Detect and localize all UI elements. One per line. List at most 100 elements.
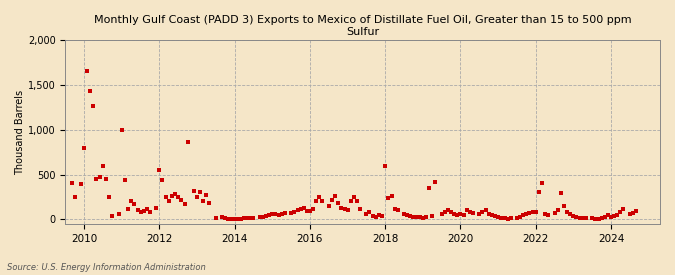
Point: [430, 180, 441, 184]
Point: [333, 201, 344, 205]
Point: [424, 186, 435, 190]
Point: [264, 213, 275, 217]
Point: [377, 213, 387, 218]
Point: [107, 213, 117, 218]
Point: [166, 194, 177, 198]
Point: [618, 206, 629, 211]
Point: [144, 210, 155, 214]
Point: [289, 210, 300, 214]
Point: [354, 206, 365, 211]
Point: [201, 193, 212, 197]
Point: [339, 207, 350, 212]
Point: [580, 216, 591, 220]
Point: [157, 178, 168, 182]
Point: [239, 216, 250, 221]
Point: [326, 197, 337, 202]
Point: [373, 213, 384, 217]
Point: [211, 216, 221, 220]
Point: [364, 210, 375, 214]
Point: [182, 140, 193, 144]
Point: [411, 215, 422, 219]
Point: [230, 217, 240, 221]
Point: [342, 208, 353, 213]
Point: [352, 199, 362, 204]
Point: [483, 212, 494, 216]
Point: [361, 212, 372, 216]
Point: [512, 216, 522, 220]
Point: [97, 163, 108, 168]
Point: [527, 210, 538, 214]
Point: [505, 216, 516, 221]
Point: [95, 175, 105, 179]
Point: [568, 213, 579, 218]
Point: [176, 197, 186, 202]
Point: [631, 209, 642, 213]
Point: [276, 212, 287, 216]
Point: [477, 210, 488, 214]
Point: [226, 216, 237, 221]
Point: [286, 210, 296, 215]
Point: [421, 214, 431, 219]
Point: [173, 195, 184, 199]
Point: [179, 202, 190, 206]
Point: [487, 213, 497, 217]
Point: [549, 211, 560, 215]
Point: [615, 210, 626, 214]
Point: [204, 200, 215, 205]
Point: [330, 194, 341, 198]
Point: [552, 208, 563, 213]
Point: [540, 212, 551, 216]
Point: [101, 177, 111, 181]
Point: [220, 216, 231, 221]
Point: [261, 213, 271, 218]
Point: [91, 176, 102, 181]
Point: [232, 217, 243, 221]
Point: [104, 195, 115, 199]
Point: [85, 89, 96, 94]
Point: [405, 213, 416, 218]
Point: [537, 181, 547, 186]
Point: [170, 192, 181, 196]
Point: [154, 168, 165, 172]
Point: [392, 208, 403, 213]
Point: [481, 208, 491, 213]
Point: [452, 213, 463, 217]
Point: [609, 213, 620, 218]
Point: [436, 212, 447, 216]
Point: [161, 195, 171, 199]
Point: [126, 199, 136, 204]
Point: [402, 213, 412, 217]
Point: [443, 208, 454, 213]
Point: [119, 178, 130, 182]
Point: [254, 215, 265, 219]
Point: [82, 68, 92, 73]
Point: [135, 210, 146, 214]
Point: [596, 216, 607, 220]
Point: [593, 216, 604, 221]
Point: [371, 214, 381, 219]
Point: [427, 213, 437, 218]
Point: [559, 204, 570, 208]
Point: [267, 212, 277, 216]
Point: [367, 213, 378, 218]
Point: [295, 206, 306, 211]
Point: [599, 214, 610, 219]
Point: [543, 213, 554, 217]
Point: [414, 214, 425, 219]
Point: [223, 217, 234, 221]
Point: [345, 199, 356, 204]
Point: [311, 199, 322, 204]
Point: [151, 205, 162, 210]
Point: [562, 210, 572, 214]
Point: [493, 214, 504, 219]
Point: [70, 195, 80, 199]
Point: [279, 211, 290, 215]
Point: [524, 211, 535, 215]
Point: [123, 206, 134, 211]
Point: [389, 206, 400, 211]
Point: [217, 215, 227, 219]
Point: [248, 215, 259, 220]
Point: [603, 213, 614, 217]
Point: [257, 214, 268, 219]
Point: [88, 104, 99, 109]
